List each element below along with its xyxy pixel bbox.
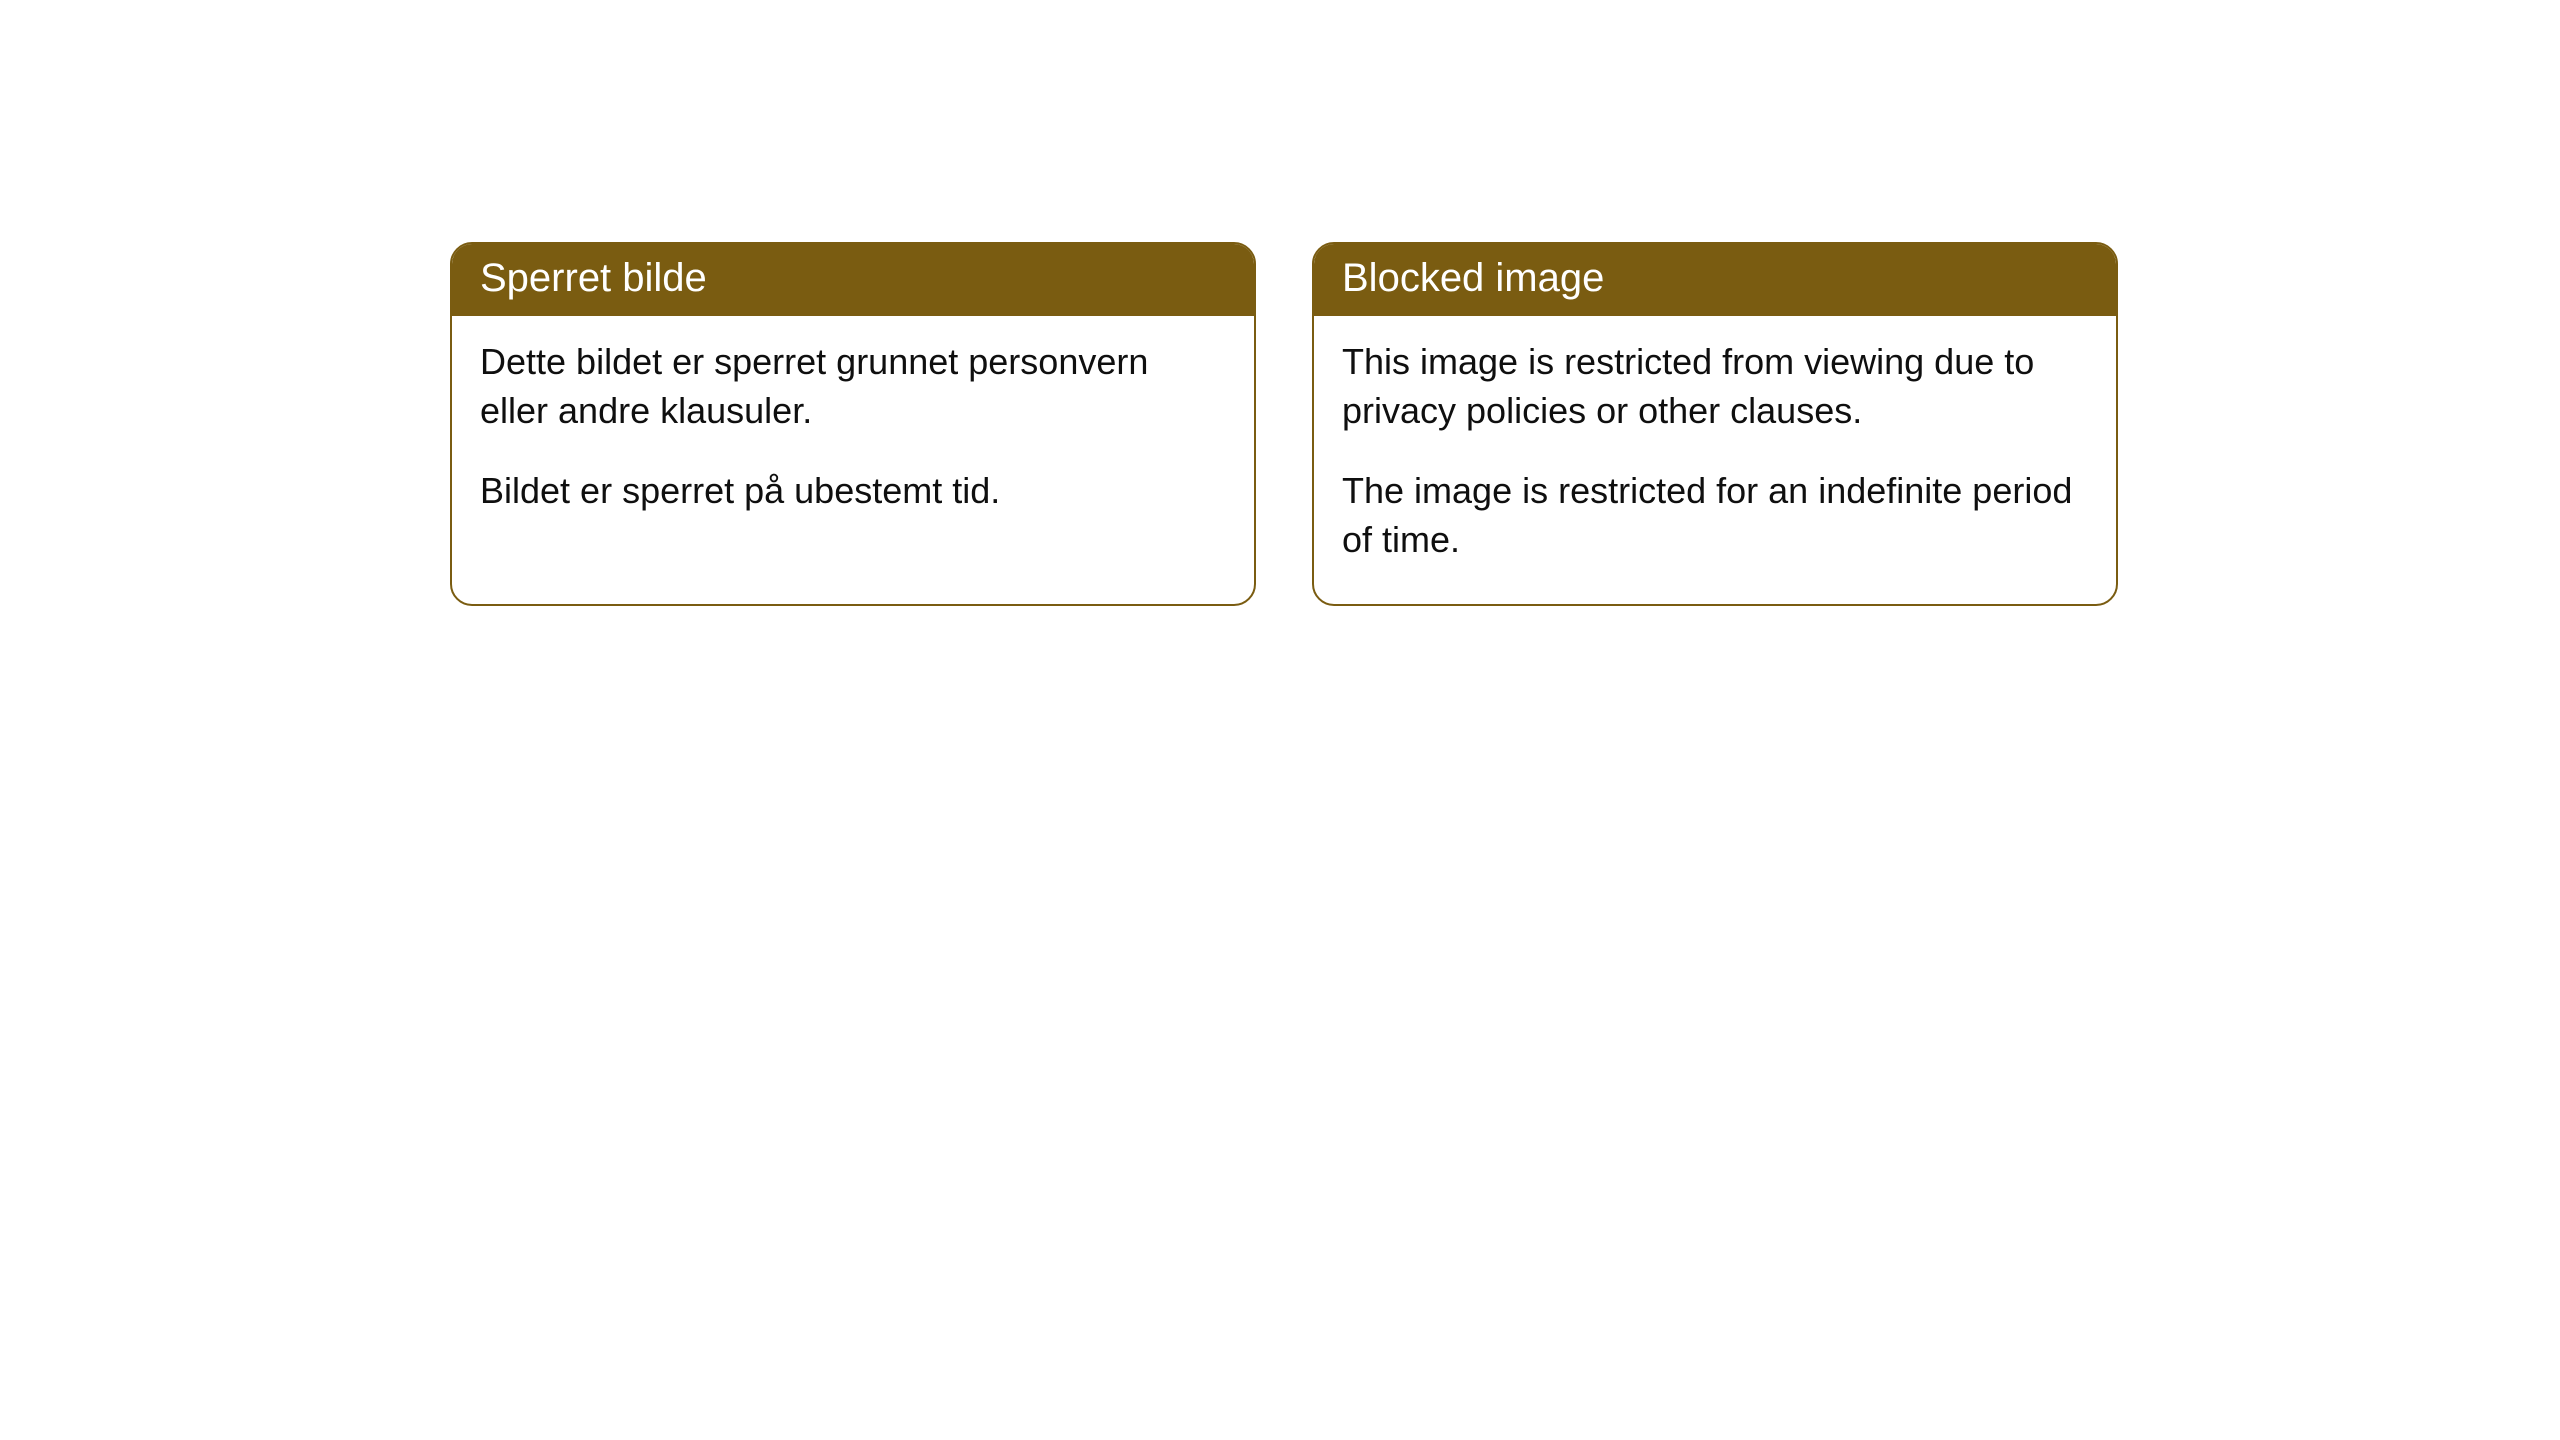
notice-card-norwegian: Sperret bilde Dette bildet er sperret gr… <box>450 242 1256 606</box>
notice-header-english: Blocked image <box>1314 244 2116 316</box>
notice-text-line: Dette bildet er sperret grunnet personve… <box>480 338 1226 435</box>
notice-text-line: The image is restricted for an indefinit… <box>1342 467 2088 564</box>
notice-body-norwegian: Dette bildet er sperret grunnet personve… <box>452 316 1254 556</box>
notice-text-line: This image is restricted from viewing du… <box>1342 338 2088 435</box>
notice-cards-row: Sperret bilde Dette bildet er sperret gr… <box>0 0 2560 606</box>
notice-body-english: This image is restricted from viewing du… <box>1314 316 2116 604</box>
notice-text-line: Bildet er sperret på ubestemt tid. <box>480 467 1226 516</box>
notice-header-norwegian: Sperret bilde <box>452 244 1254 316</box>
notice-card-english: Blocked image This image is restricted f… <box>1312 242 2118 606</box>
